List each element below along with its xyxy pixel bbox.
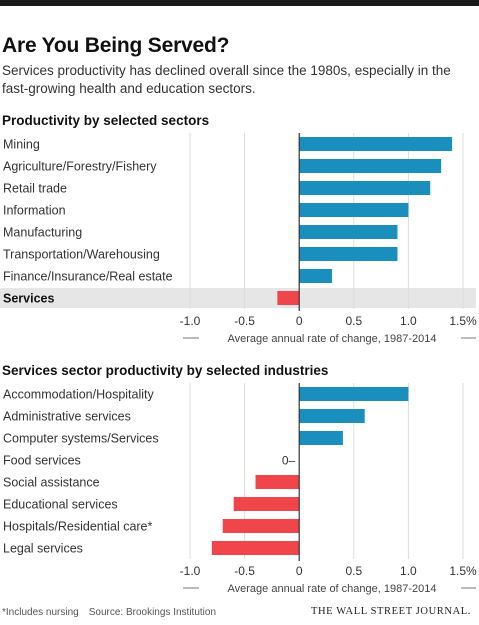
page-subtitle: Services productivity has declined overa… [2,63,451,96]
source-note: Source: Brookings Institution [88,607,217,618]
category-label: Mining [3,138,40,152]
bar-mining [299,137,453,151]
top-rule [0,0,479,6]
bar-accommodation-hospitality [299,387,409,401]
chart-2-title: Services sector productivity by selected… [2,363,329,378]
x-tick-label: -0.5 [234,314,255,328]
category-label: Educational services [3,498,118,512]
footer-notes: *Includes nursing Source: Brookings Insti… [2,607,216,618]
category-label: Legal services [3,542,83,556]
x-tick-label: 1.5% [449,314,477,328]
x-tick-label: 0.5 [345,564,362,578]
bar-educational-services [233,497,300,511]
bar-legal-services [211,541,300,555]
x-tick-label: 0.5 [345,314,362,328]
category-label: Food services [3,454,81,468]
bar-manufacturing [299,225,398,239]
x-tick-label: -0.5 [234,564,255,578]
category-label: Information [3,204,66,218]
page-title: Are You Being Served? [2,34,230,57]
category-label: Administrative services [3,410,131,424]
category-label: Agriculture/Forestry/Fishery [3,160,157,174]
category-label: Computer systems/Services [3,432,159,446]
footnote: *Includes nursing [2,607,79,618]
category-label: Social assistance [3,476,100,490]
bar-administrative-services [299,409,365,423]
bar-finance-insurance-real-estate [299,269,332,283]
publisher-logo: THE WALL STREET JOURNAL. [310,606,471,617]
x-tick-label: 0 [296,314,303,328]
x-tick-label: -1.0 [180,314,201,328]
category-label: Accommodation/Hospitality [3,388,155,402]
bar-information [299,203,409,217]
category-label: Manufacturing [3,226,82,240]
category-label: Retail trade [3,182,67,196]
bar-social-assistance [255,475,300,489]
category-label: Finance/Insurance/Real estate [3,270,173,284]
category-label: Transportation/Warehousing [3,248,160,262]
category-label: Hospitals/Residential care* [3,520,153,534]
highlight-row-band [0,288,476,308]
x-tick-label: 1.0 [400,564,417,578]
x-axis-label: Average annual rate of change, 1987-2014 [228,333,437,345]
bar-hospitals-residential-care [222,519,300,533]
industries-bar-chart: Accommodation/Hospitality Administrative … [3,383,477,595]
bar-retail-trade [299,181,431,195]
bar-agriculture-forestry-fishery [299,159,442,173]
x-tick-label: 0 [296,564,303,578]
bar-transportation-warehousing [299,247,398,261]
x-axis-label: Average annual rate of change, 1987-2014 [228,583,437,595]
chart-1-title: Productivity by selected sectors [2,113,210,128]
data-label: 0– [282,454,296,468]
x-tick-label: 1.5% [449,564,477,578]
x-tick-label: -1.0 [180,564,201,578]
bar-services [277,291,300,305]
category-label: Services [3,292,54,306]
bar-computer-systems-services [299,431,343,445]
sectors-bar-chart: Mining Agriculture/Forestry/Fishery Retail… [0,133,477,345]
x-tick-label: 1.0 [400,314,417,328]
